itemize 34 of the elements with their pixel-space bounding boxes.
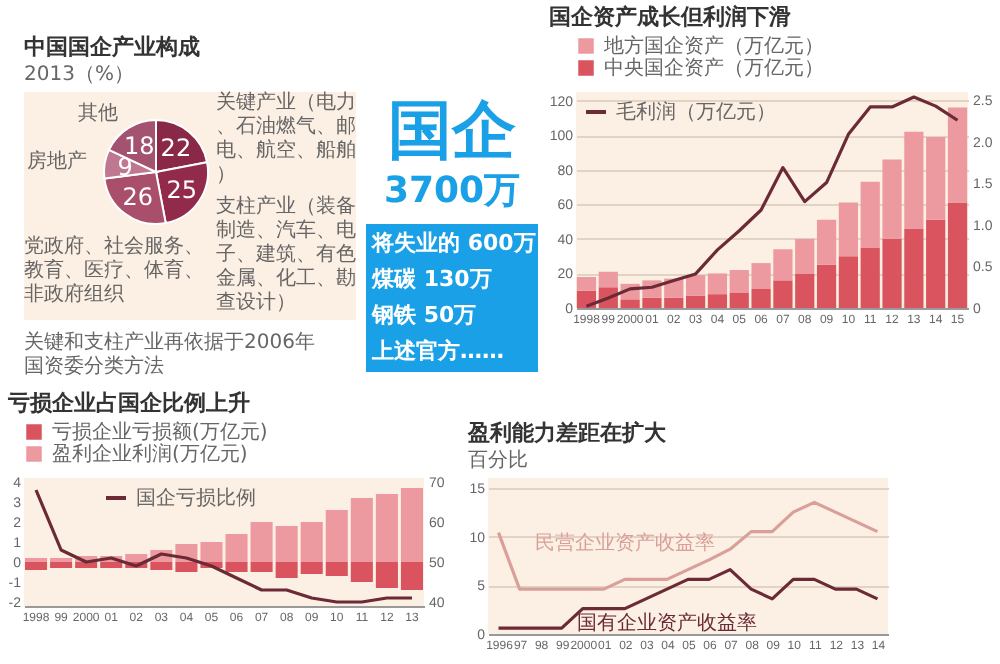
chart-title: 盈利能力差距在扩大: [466, 420, 669, 446]
legend-label: 国企亏损比例: [136, 486, 256, 510]
slice-label: 关键产业（电力、石油燃气、邮电、航空、船舶）: [216, 90, 356, 186]
series-label: 国有企业资产收益率: [576, 611, 757, 636]
text: 上述官方……: [370, 338, 504, 364]
data-label: 22: [160, 133, 192, 162]
text: 煤碳 130万: [370, 266, 492, 292]
data-label: 25: [166, 175, 198, 204]
legend-label: 中央国企资产（万亿元）: [604, 56, 824, 80]
chart-subtitle: 百分比: [468, 448, 529, 472]
text: 钢铁 50万: [370, 302, 477, 328]
data-label: 18: [124, 131, 155, 160]
slice-label: 房地产: [26, 149, 87, 174]
series-label: 民营企业资产收益率: [534, 531, 715, 556]
line-series: [34, 488, 414, 604]
legend-label: 地方国企资产（万亿元）: [602, 34, 824, 58]
chart-title: 中国国企产业构成: [24, 34, 200, 60]
text: 将失业的 600万: [370, 230, 536, 256]
line-series: [584, 95, 960, 308]
chart-subtitle: 2013（%）: [24, 64, 134, 86]
slice-label: 支柱产业（装备制造、汽车、电子、建筑、有色金属、化工、勘查设计）: [216, 194, 356, 314]
data-label: 26: [122, 183, 153, 212]
text: 国企: [388, 92, 516, 168]
legend-label: 亏损企业亏损额(万亿元): [52, 420, 268, 444]
slice-label: 其他: [78, 100, 119, 125]
legend-label: 盈利企业利润(万亿元): [52, 442, 248, 466]
chart-title: 国企资产成长但利润下滑: [548, 4, 791, 30]
slice-label: 党政府、社会服务、教育、医疗、体育、非政府组织: [24, 234, 204, 306]
line-series: [496, 568, 880, 630]
legend-label: 毛利润（万亿元）: [616, 100, 776, 124]
chart-title: 亏损企业占国企比例上升: [5, 390, 250, 416]
text: 3700万: [383, 170, 521, 212]
text: 关键和支柱产业再依据于2006年国资委分类方法: [24, 330, 315, 378]
line-series: [496, 500, 880, 591]
